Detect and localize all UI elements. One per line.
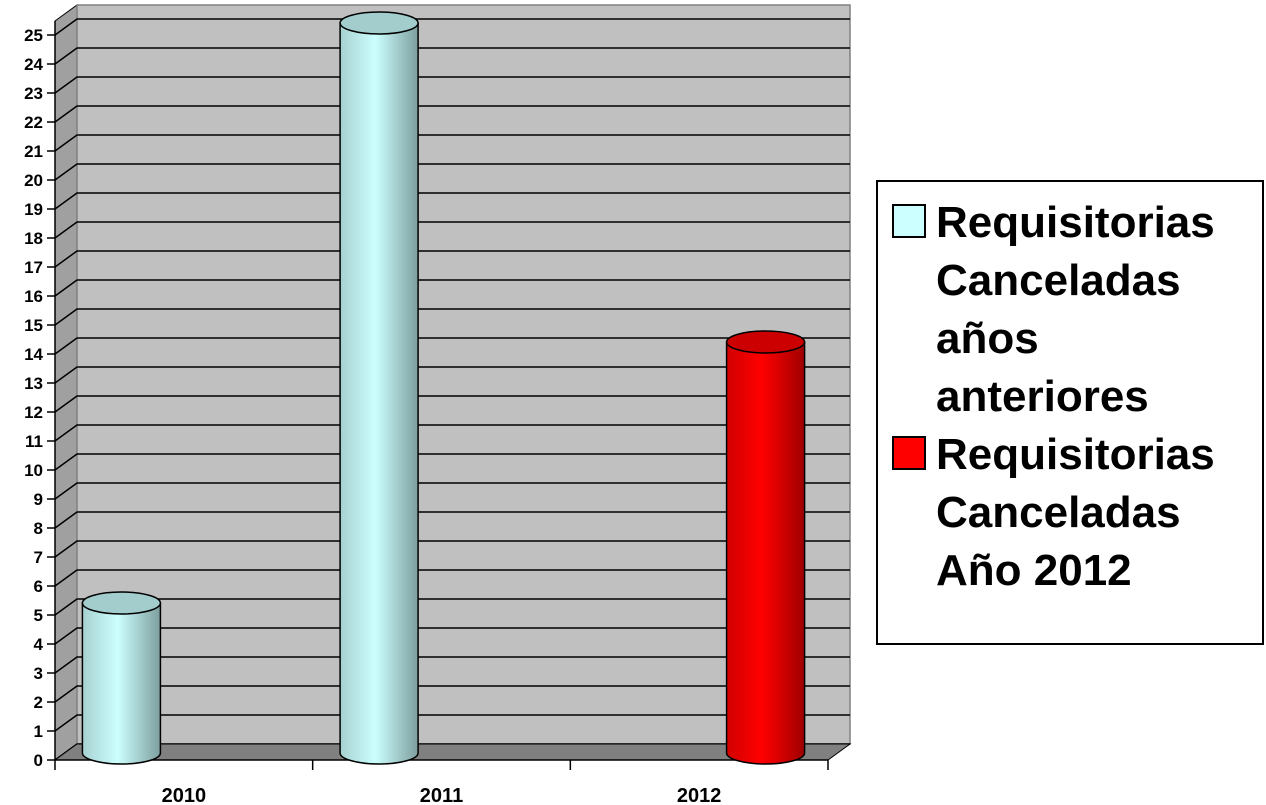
legend: Requisitorias Canceladas años anteriores… xyxy=(876,180,1264,645)
gridline-18 xyxy=(54,221,850,239)
y-tick-label-15: 15 xyxy=(24,316,43,335)
bar-2010 xyxy=(81,591,162,765)
gridline-15 xyxy=(54,308,850,326)
gridline-14 xyxy=(54,337,850,355)
bar-body-2012 xyxy=(725,341,806,765)
y-tick-label-14: 14 xyxy=(24,345,43,364)
gridline-8 xyxy=(54,511,850,529)
y-tick-label-24: 24 xyxy=(24,55,43,74)
y-tick-label-6: 6 xyxy=(34,577,43,596)
gridline-24 xyxy=(54,47,850,65)
y-tick-label-3: 3 xyxy=(34,664,43,683)
gridline-6 xyxy=(54,569,850,587)
axis-labels: 0123456789101112131415161718192021222324… xyxy=(24,26,721,805)
gridline-21 xyxy=(54,134,850,152)
legend-label-previous-years: Requisitorias Canceladas años anteriores xyxy=(936,198,1215,421)
y-tick-label-7: 7 xyxy=(34,548,43,567)
y-tick-label-11: 11 xyxy=(25,432,43,451)
axes xyxy=(47,21,829,770)
gridline-13 xyxy=(54,366,850,384)
gridlines xyxy=(54,18,850,761)
plot-wall xyxy=(54,4,851,761)
bar-top-2012 xyxy=(725,330,806,354)
x-tick-label-2012: 2012 xyxy=(677,785,722,805)
bars xyxy=(81,11,806,765)
gridline-7 xyxy=(54,540,850,558)
y-tick-label-2: 2 xyxy=(34,693,43,712)
y-tick-label-9: 9 xyxy=(34,490,43,509)
y-tick-label-8: 8 xyxy=(34,519,43,538)
y-tick-label-19: 19 xyxy=(24,200,43,219)
bar-2011 xyxy=(339,11,419,765)
legend-label-2012: Requisitorias Canceladas Año 2012 xyxy=(936,430,1215,595)
y-tick-label-22: 22 xyxy=(24,113,43,132)
y-tick-label-23: 23 xyxy=(24,84,43,103)
y-tick-label-13: 13 xyxy=(24,374,43,393)
x-tick-label-2010: 2010 xyxy=(162,785,207,805)
legend-item-2012: Requisitorias Canceladas Año 2012 xyxy=(892,426,1256,600)
bar-body-2011 xyxy=(339,22,419,765)
y-tick-label-20: 20 xyxy=(24,171,43,190)
y-tick-label-17: 17 xyxy=(24,258,43,277)
legend-swatch-2012 xyxy=(892,436,926,470)
y-tick-label-12: 12 xyxy=(24,403,43,422)
gridline-22 xyxy=(54,105,850,123)
y-tick-label-25: 25 xyxy=(24,26,43,45)
gridline-1 xyxy=(54,714,850,732)
gridline-10 xyxy=(54,453,850,471)
bar-body-2010 xyxy=(81,602,162,765)
bar-top-2010 xyxy=(81,591,162,615)
gridline-23 xyxy=(54,76,850,94)
legend-item-previous-years: Requisitorias Canceladas años anteriores xyxy=(892,194,1256,426)
gridline-20 xyxy=(54,163,850,181)
y-tick-label-1: 1 xyxy=(34,722,43,741)
gridline-17 xyxy=(54,250,850,268)
x-tick-label-2011: 2011 xyxy=(420,785,463,805)
gridline-16 xyxy=(54,279,850,297)
y-tick-label-10: 10 xyxy=(24,461,43,480)
y-tick-label-4: 4 xyxy=(34,635,44,654)
gridline-5 xyxy=(54,598,850,616)
gridline-4 xyxy=(54,627,850,645)
gridline-25 xyxy=(54,18,850,36)
y-tick-label-21: 21 xyxy=(24,142,43,161)
gridline-3 xyxy=(54,656,850,674)
y-tick-label-18: 18 xyxy=(24,229,43,248)
gridline-12 xyxy=(54,395,850,413)
bar-2012 xyxy=(725,330,806,765)
y-tick-label-16: 16 xyxy=(24,287,43,306)
back-wall xyxy=(76,4,851,745)
bar-top-2011 xyxy=(339,11,419,35)
gridline-11 xyxy=(54,424,850,442)
gridline-9 xyxy=(54,482,850,500)
y-tick-label-5: 5 xyxy=(34,606,43,625)
legend-swatch-previous-years xyxy=(892,204,926,238)
gridline-19 xyxy=(54,192,850,210)
gridline-2 xyxy=(54,685,850,703)
y-tick-label-0: 0 xyxy=(34,751,43,770)
side-wall xyxy=(54,4,78,761)
